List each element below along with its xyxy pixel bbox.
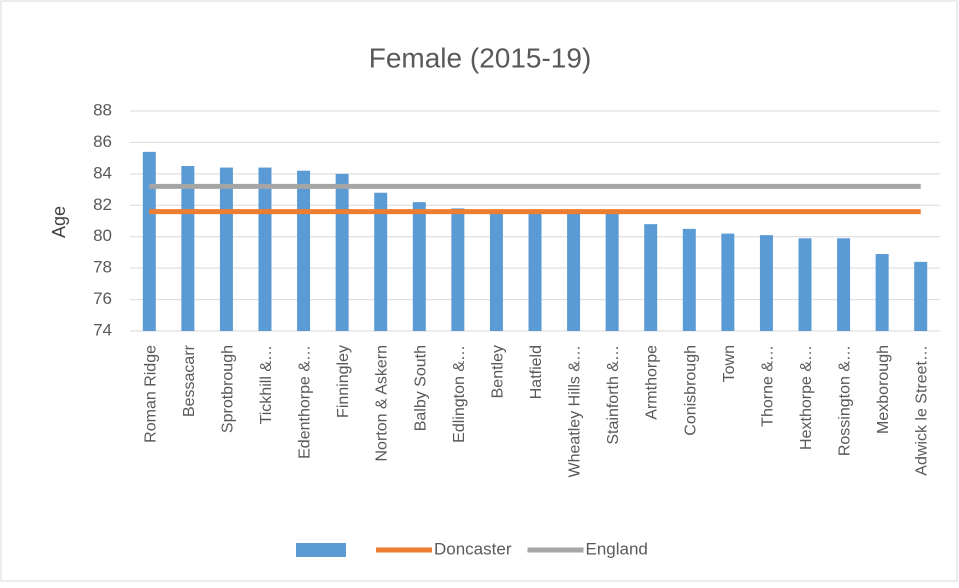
bar (721, 233, 735, 331)
bar (798, 238, 812, 331)
legend-label: Doncaster (434, 539, 512, 558)
x-tick-label: Hexthorpe &… (798, 345, 815, 450)
legend-swatch (296, 543, 346, 557)
bar (258, 167, 272, 331)
x-tick-label: Adwick le Street… (914, 345, 931, 476)
legend-label: England (585, 539, 647, 558)
x-tick-label: Edlington &… (451, 345, 468, 443)
x-tick-label: Norton & Askern (374, 345, 391, 462)
bar (528, 211, 542, 331)
x-tick-label: Conisbrough (682, 345, 699, 436)
y-tick-label: 80 (93, 226, 112, 245)
x-tick-label: Armthorpe (644, 345, 661, 420)
bar (374, 192, 388, 331)
x-tick-label: Wheatley Hills &… (567, 345, 584, 477)
x-tick-label: Hatfield (528, 345, 545, 399)
bar (914, 261, 928, 331)
bar (181, 166, 195, 331)
y-tick-label: 86 (93, 132, 112, 151)
y-tick-label: 74 (93, 320, 112, 339)
bar (142, 151, 156, 331)
x-tick-label: Thorne &… (759, 345, 776, 427)
x-tick-label: Bentley (489, 345, 506, 398)
y-tick-label: 84 (93, 163, 112, 182)
x-tick-label: Town (721, 345, 738, 382)
bar (567, 213, 581, 331)
y-axis-label: Age (49, 206, 69, 238)
bar (644, 224, 658, 331)
x-tick-label: Balby South (412, 345, 429, 431)
bar (335, 173, 349, 331)
x-tick-label: Sprotbrough (219, 345, 236, 433)
x-tick-label: Edenthorpe &… (297, 345, 314, 459)
bar (412, 202, 426, 331)
bar (297, 170, 311, 331)
bar (489, 211, 503, 331)
y-tick-label: 78 (93, 258, 112, 277)
x-tick-label: Bessacarr (181, 344, 198, 417)
bar (682, 228, 696, 331)
y-tick-label: 76 (93, 289, 112, 308)
x-tick-label: Stainforth &… (605, 345, 622, 445)
x-tick-label: Mexborough (875, 345, 892, 434)
bar (451, 208, 465, 331)
y-tick-label: 82 (93, 195, 112, 214)
bar (875, 254, 889, 331)
bar (219, 167, 233, 331)
bar (837, 238, 851, 331)
bar (605, 213, 619, 331)
bar (759, 235, 773, 331)
x-tick-label: Roman Ridge (142, 345, 159, 443)
x-tick-label: Rossington &… (837, 345, 854, 456)
chart-title: Female (2015-19) (369, 42, 592, 73)
x-tick-label: Tickhill &… (258, 345, 275, 424)
y-tick-label: 88 (93, 100, 112, 119)
x-tick-label: Finningley (335, 345, 352, 418)
